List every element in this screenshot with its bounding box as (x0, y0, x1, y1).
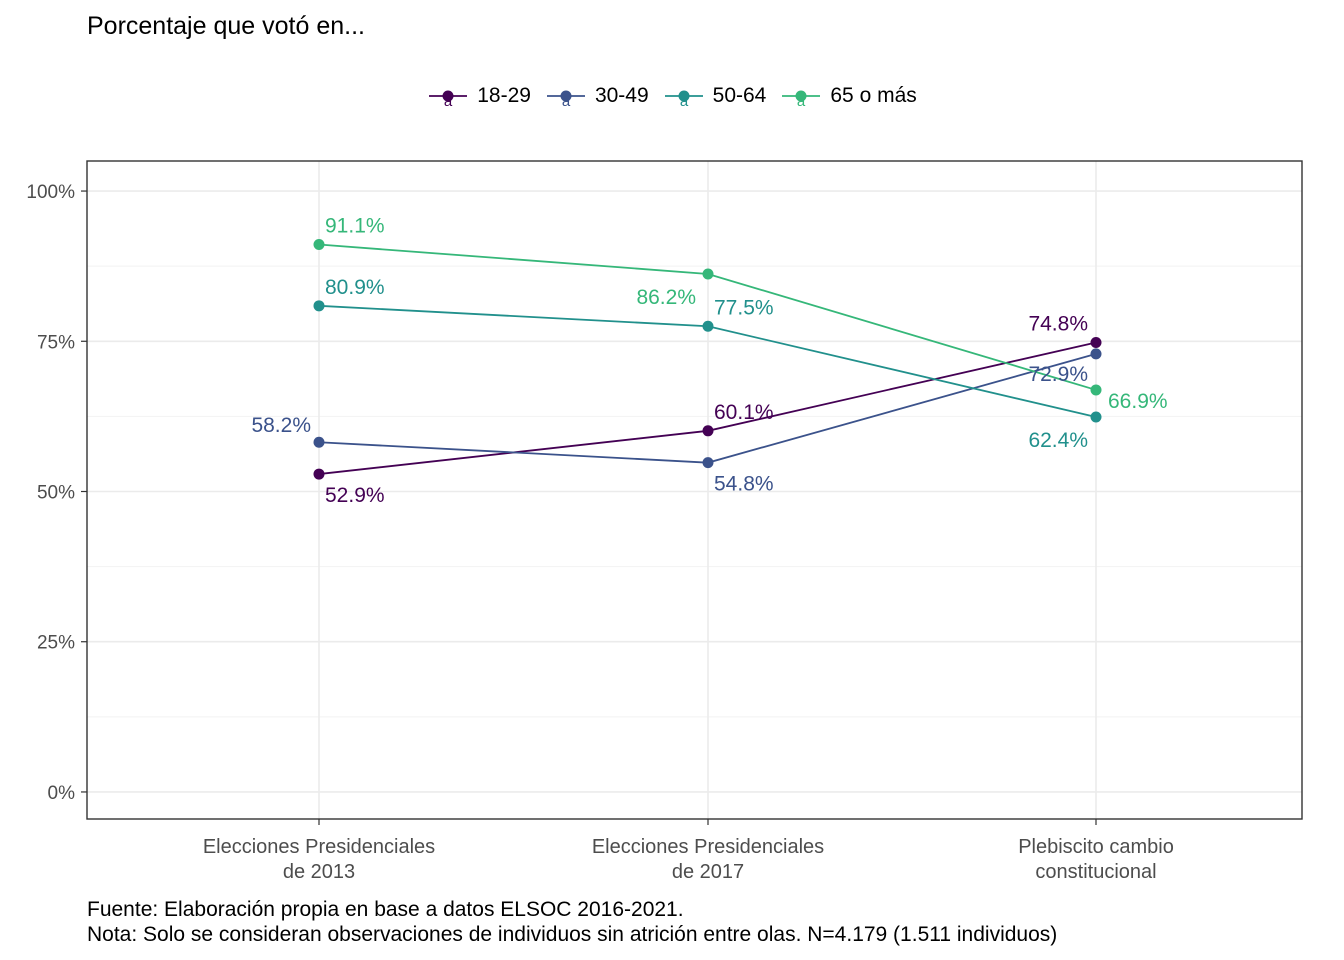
data-label: 60.1% (714, 401, 774, 424)
data-point (313, 468, 325, 480)
y-tick-label: 100% (26, 182, 75, 203)
data-label: 62.4% (1028, 429, 1088, 452)
data-point (702, 425, 714, 437)
data-point (313, 300, 325, 312)
data-label: 54.8% (714, 473, 774, 496)
x-tick-label: Elecciones Presidenciales de 2013 (203, 836, 435, 883)
caption-note: Nota: Solo se consideran observaciones d… (87, 923, 1058, 946)
data-point (1090, 411, 1102, 423)
data-label: 66.9% (1108, 390, 1168, 413)
data-label: 86.2% (636, 286, 696, 309)
y-tick-label: 25% (37, 633, 75, 654)
caption-source: Fuente: Elaboración propia en base a dat… (87, 898, 684, 921)
legend-label: 65 o más (830, 84, 917, 107)
data-point (313, 239, 325, 251)
data-point (702, 320, 714, 332)
data-point (702, 268, 714, 280)
svg-text:a: a (679, 93, 688, 110)
y-tick-label: 0% (48, 783, 76, 804)
data-point (313, 436, 325, 448)
data-point (702, 457, 714, 469)
legend-key-icon: a (782, 90, 821, 110)
data-label: 91.1% (325, 215, 385, 238)
data-label: 80.9% (325, 276, 385, 299)
legend-item: a 30-49 (545, 82, 649, 110)
y-tick-label: 75% (37, 332, 75, 353)
y-tick-label: 50% (37, 483, 75, 504)
x-tick-label: Elecciones Presidenciales de 2017 (592, 836, 824, 883)
data-label: 72.9% (1028, 363, 1088, 386)
legend-key-icon: a (546, 90, 585, 110)
legend-label: 30-49 (594, 84, 649, 107)
legend-item: a 50-64 (663, 82, 767, 110)
data-label: 77.5% (714, 296, 774, 319)
svg-text:a: a (797, 93, 806, 110)
caption: Fuente: Elaboración propia en base a dat… (87, 897, 1057, 947)
legend-item: a 18-29 (427, 82, 531, 110)
x-tick-label: Plebiscito cambio constitucional (1018, 836, 1174, 883)
svg-text:a: a (562, 93, 571, 110)
data-point (1090, 348, 1102, 360)
legend-item: a 65 o más (780, 82, 917, 110)
svg-text:a: a (444, 93, 453, 110)
legend-label: 18-29 (477, 84, 531, 107)
data-label: 58.2% (251, 414, 311, 437)
chart-title: Porcentaje que votó en... (87, 12, 365, 40)
data-point (1090, 384, 1102, 396)
legend-label: 50-64 (712, 84, 767, 107)
legend-key-icon: a (664, 90, 703, 110)
panel-border (86, 160, 1303, 820)
data-label: 52.9% (325, 484, 385, 507)
legend-key-icon: a (429, 90, 468, 110)
data-label: 74.8% (1028, 312, 1088, 335)
legend: a 18-29 a 30-49 a 50-64 a 65 o más (0, 81, 1344, 111)
data-point (1090, 336, 1102, 348)
